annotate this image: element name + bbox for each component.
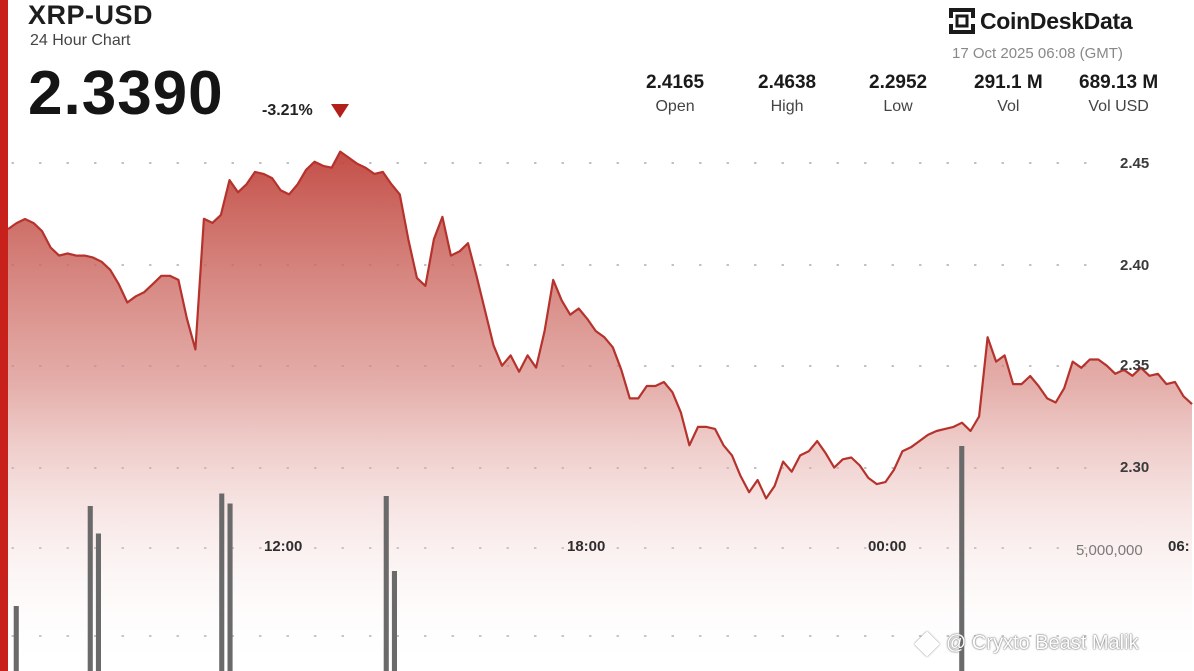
y-tick-label: 2.30 [1120,459,1149,476]
stat-low: 2.2952 Low [869,72,927,116]
volume-bar [227,503,233,671]
stat-vol: 291.1 M Vol [974,72,1043,116]
pair-title: XRP-USD [28,0,154,30]
price-area [7,150,1193,671]
x-tick-label: 06: [1168,538,1190,555]
volume-bar [13,606,19,671]
stat-low-value: 2.2952 [869,72,928,93]
volume-bar [391,571,397,671]
volume-bar [383,496,389,671]
y-tick-label: 2.40 [1120,257,1149,274]
stat-vol-usd-label: Vol USD [1088,98,1149,115]
coindesk-logo-icon [948,8,976,34]
volume-bars [13,446,965,671]
x-tick-label: 12:00 [264,538,302,555]
volume-bar [87,506,93,671]
price-line [7,150,1193,500]
stat-open: 2.4165 Open [646,72,704,116]
volume-tick-label: 5,000,000 [1076,542,1143,559]
left-accent-bar [0,0,8,671]
stat-vol-usd-value: 689.13 M [1079,72,1159,93]
watermark-diamond-icon [914,630,940,657]
watermark-text: @ Cryxto Beast Malik [946,632,1139,654]
x-tick-label: 00:00 [868,538,906,555]
y-tick-label: 2.45 [1120,155,1149,172]
chart-period-subtitle: 24 Hour Chart [30,32,131,49]
stat-vol-value: 291.1 M [974,72,1043,93]
down-arrow-icon [331,104,349,118]
volume-bar [219,493,225,671]
chart-timestamp: 17 Oct 2025 06:08 (GMT) [952,45,1123,62]
coindesk-brand: CoinDeskData [948,6,1133,36]
watermark: @ Cryxto Beast Malik [914,630,1139,657]
stat-high-value: 2.4638 [758,72,817,93]
price-change-percent: -3.21% [262,102,313,119]
stat-low-label: Low [883,98,913,115]
brand-name: CoinDeskData [980,7,1133,34]
stat-high-label: High [770,98,804,115]
price-area-fill [8,151,1192,671]
stat-open-label: Open [655,98,695,115]
x-tick-label: 18:00 [567,538,605,555]
volume-bar [959,446,965,671]
stat-open-value: 2.4165 [646,72,705,93]
current-price: 2.3390 [28,59,224,128]
stat-high: 2.4638 High [758,72,816,116]
y-tick-label: 2.35 [1120,357,1149,374]
stat-vol-label: Vol [997,98,1020,115]
axis-labels: 2.45 2.40 2.35 2.30 12:00 18:00 00:00 06: 5,000,… [264,155,1190,559]
volume-bar [95,533,101,671]
stat-vol-usd: 689.13 M Vol USD [1079,72,1158,116]
